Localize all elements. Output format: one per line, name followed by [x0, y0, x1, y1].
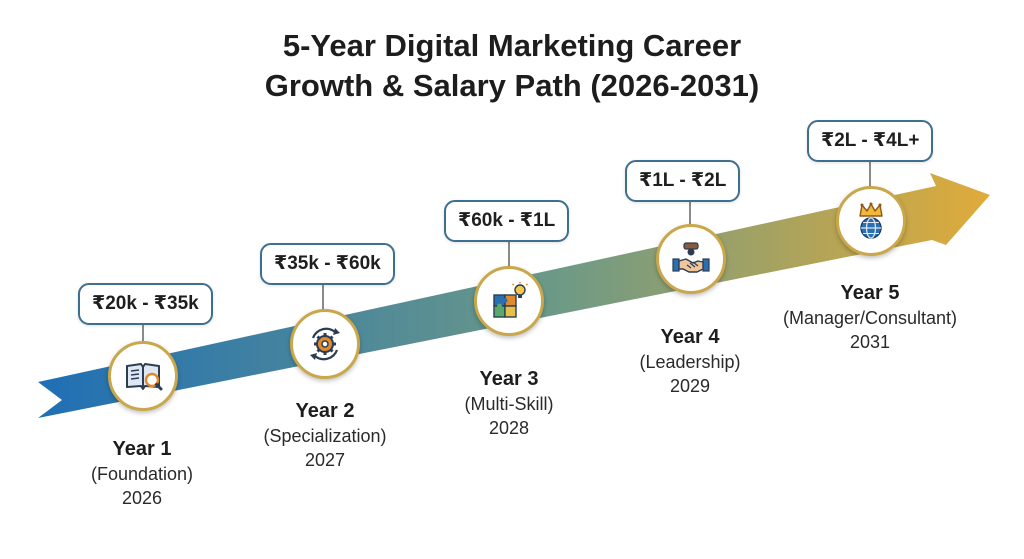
salary-bubble: ₹20k - ₹35k: [78, 283, 213, 325]
milestone-node: [836, 186, 906, 256]
book-search-icon: [126, 363, 163, 391]
milestone-label: Year 2 (Specialization) 2027: [215, 398, 435, 472]
salary-bubble: ₹1L - ₹2L: [625, 160, 741, 202]
handshake-icon: [672, 242, 710, 273]
year-label: Year 1: [112, 438, 172, 460]
title-line-2: Growth & Salary Path (2026-2031): [264, 68, 760, 103]
puzzle-bulb-icon: [493, 282, 528, 318]
salary-stem: [689, 198, 691, 226]
year-date: 2029: [669, 376, 711, 396]
salary-stem: [322, 283, 324, 311]
salary-bubble: ₹60k - ₹1L: [444, 200, 570, 242]
role-label: (Foundation): [90, 464, 194, 484]
year-date: 2027: [304, 450, 346, 470]
salary-bubble: ₹2L - ₹4L+: [807, 120, 934, 162]
milestone-node: [290, 309, 360, 379]
milestone-label: Year 5 (Manager/Consultant) 2031: [760, 280, 980, 354]
milestone-node: [656, 224, 726, 294]
role-label: (Manager/Consultant): [782, 308, 958, 328]
gear-cycle-icon: [310, 327, 340, 361]
role-label: (Leadership): [639, 352, 741, 372]
year-date: 2026: [121, 488, 163, 508]
milestone-node: [474, 266, 544, 336]
milestone-label: Year 3 (Multi-Skill) 2028: [399, 366, 619, 440]
milestone-node: [108, 341, 178, 411]
crown-globe-icon: [859, 202, 883, 239]
role-label: (Specialization): [263, 426, 387, 446]
page-title: 5-Year Digital Marketing Career Growth &…: [0, 26, 1024, 106]
salary-stem: [508, 238, 510, 268]
year-date: 2028: [488, 418, 530, 438]
title-line-1: 5-Year Digital Marketing Career: [282, 28, 742, 63]
year-date: 2031: [849, 332, 891, 352]
salary-stem: [142, 323, 144, 343]
salary-stem: [869, 158, 871, 188]
year-label: Year 5: [840, 282, 900, 304]
milestone-label: Year 4 (Leadership) 2029: [580, 324, 800, 398]
milestone-label: Year 1 (Foundation) 2026: [32, 436, 252, 510]
role-label: (Multi-Skill): [464, 394, 554, 414]
year-label: Year 2: [295, 400, 355, 422]
salary-bubble: ₹35k - ₹60k: [260, 243, 395, 285]
year-label: Year 4: [660, 326, 720, 348]
year-label: Year 3: [479, 368, 539, 390]
